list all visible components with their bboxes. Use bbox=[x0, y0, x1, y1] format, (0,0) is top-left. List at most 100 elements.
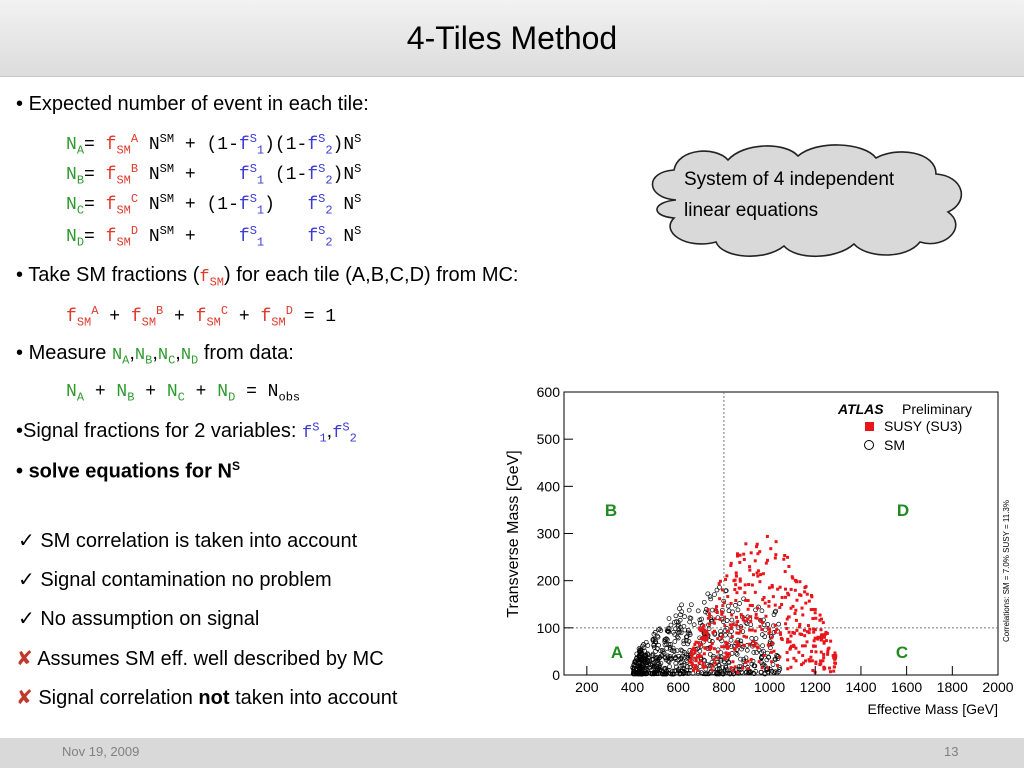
sm-point bbox=[634, 656, 640, 661]
sm-point bbox=[668, 622, 674, 628]
region-d-label: D bbox=[897, 501, 909, 520]
sm-point bbox=[650, 653, 656, 658]
susy-point bbox=[706, 616, 710, 620]
sm-point bbox=[642, 648, 647, 654]
susy-point bbox=[793, 588, 797, 592]
check-text: SM correlation is taken into account bbox=[40, 530, 358, 552]
equation-b: NB= fSMB NSM + fS1 (1-fS2)NS bbox=[66, 162, 362, 188]
sm-point bbox=[762, 670, 768, 676]
sm-point bbox=[663, 657, 669, 663]
susy-point bbox=[822, 665, 826, 669]
sm-point bbox=[760, 643, 765, 649]
sm-point bbox=[679, 659, 685, 665]
sm-point bbox=[642, 665, 648, 671]
sm-point bbox=[655, 633, 660, 639]
susy-point bbox=[764, 561, 768, 565]
checkmark-icon: ✓ bbox=[18, 608, 35, 630]
sm-point bbox=[653, 649, 658, 654]
susy-point bbox=[698, 644, 702, 648]
legend-susy-label: SUSY (SU3) bbox=[884, 418, 962, 434]
sm-point bbox=[714, 587, 720, 593]
susy-point bbox=[705, 638, 709, 642]
susy-point bbox=[811, 668, 815, 672]
susy-point bbox=[791, 630, 795, 634]
sm-point bbox=[677, 606, 682, 611]
susy-point bbox=[743, 583, 747, 587]
susy-point bbox=[831, 654, 835, 658]
susy-point bbox=[806, 624, 810, 628]
susy-point bbox=[735, 591, 739, 595]
sm-point bbox=[751, 671, 757, 676]
susy-point bbox=[760, 627, 764, 631]
susy-point bbox=[770, 585, 774, 589]
susy-point bbox=[800, 633, 804, 637]
sm-point bbox=[732, 603, 738, 608]
susy-point bbox=[699, 642, 703, 646]
susy-point bbox=[741, 618, 745, 622]
susy-point bbox=[758, 618, 762, 622]
susy-point bbox=[708, 648, 712, 652]
sm-point bbox=[634, 651, 640, 657]
susy-point bbox=[706, 607, 710, 611]
susy-point bbox=[754, 612, 758, 616]
check-item: ✓ No assumption on signal bbox=[18, 606, 259, 631]
susy-point bbox=[694, 656, 698, 660]
sm-point bbox=[662, 637, 668, 643]
susy-point bbox=[770, 660, 774, 664]
susy-point bbox=[782, 557, 786, 561]
susy-point bbox=[704, 636, 708, 640]
sm-point bbox=[631, 669, 636, 675]
susy-point bbox=[711, 631, 715, 635]
y-tick-label: 500 bbox=[537, 431, 561, 447]
sm-point bbox=[759, 632, 765, 637]
bullet-text: Measure bbox=[28, 342, 107, 364]
sm-point bbox=[639, 666, 645, 672]
susy-point bbox=[751, 639, 755, 643]
susy-point bbox=[729, 666, 733, 670]
susy-point bbox=[721, 604, 725, 608]
cloud-line: System of 4 independent bbox=[684, 169, 895, 190]
susy-point bbox=[776, 663, 780, 667]
susy-point bbox=[731, 660, 735, 664]
susy-point bbox=[825, 631, 829, 635]
susy-point bbox=[753, 590, 757, 594]
susy-point bbox=[760, 666, 764, 670]
susy-point bbox=[798, 625, 802, 629]
susy-point bbox=[688, 660, 692, 664]
susy-point bbox=[716, 656, 720, 660]
sm-point bbox=[738, 656, 743, 662]
y-tick-label: 0 bbox=[552, 667, 560, 683]
sm-point bbox=[642, 656, 648, 661]
sm-point bbox=[734, 652, 740, 657]
sm-point bbox=[716, 663, 722, 668]
sm-point bbox=[665, 653, 671, 659]
susy-point bbox=[783, 554, 787, 558]
susy-point bbox=[694, 665, 698, 669]
sm-point bbox=[759, 608, 765, 614]
sm-point bbox=[658, 628, 664, 633]
susy-point bbox=[786, 637, 790, 641]
susy-point bbox=[812, 644, 816, 648]
susy-point bbox=[816, 637, 820, 641]
footer-page-number: 13 bbox=[944, 744, 959, 759]
susy-point bbox=[758, 625, 762, 629]
susy-point bbox=[696, 655, 700, 659]
sm-point bbox=[744, 647, 750, 653]
susy-point bbox=[769, 547, 773, 551]
susy-point bbox=[763, 601, 767, 605]
sm-point bbox=[633, 666, 639, 672]
sm-point bbox=[765, 622, 771, 627]
sm-point bbox=[772, 656, 778, 662]
susy-point bbox=[773, 603, 777, 607]
susy-point bbox=[834, 655, 838, 659]
sm-point bbox=[637, 648, 642, 653]
sm-point bbox=[746, 669, 752, 675]
susy-point bbox=[716, 637, 720, 641]
sm-point bbox=[758, 669, 764, 675]
susy-point bbox=[696, 641, 700, 645]
susy-point bbox=[818, 618, 822, 622]
susy-point bbox=[742, 643, 746, 647]
sm-point bbox=[669, 648, 675, 653]
susy-point bbox=[783, 570, 787, 574]
sm-point bbox=[685, 630, 691, 636]
